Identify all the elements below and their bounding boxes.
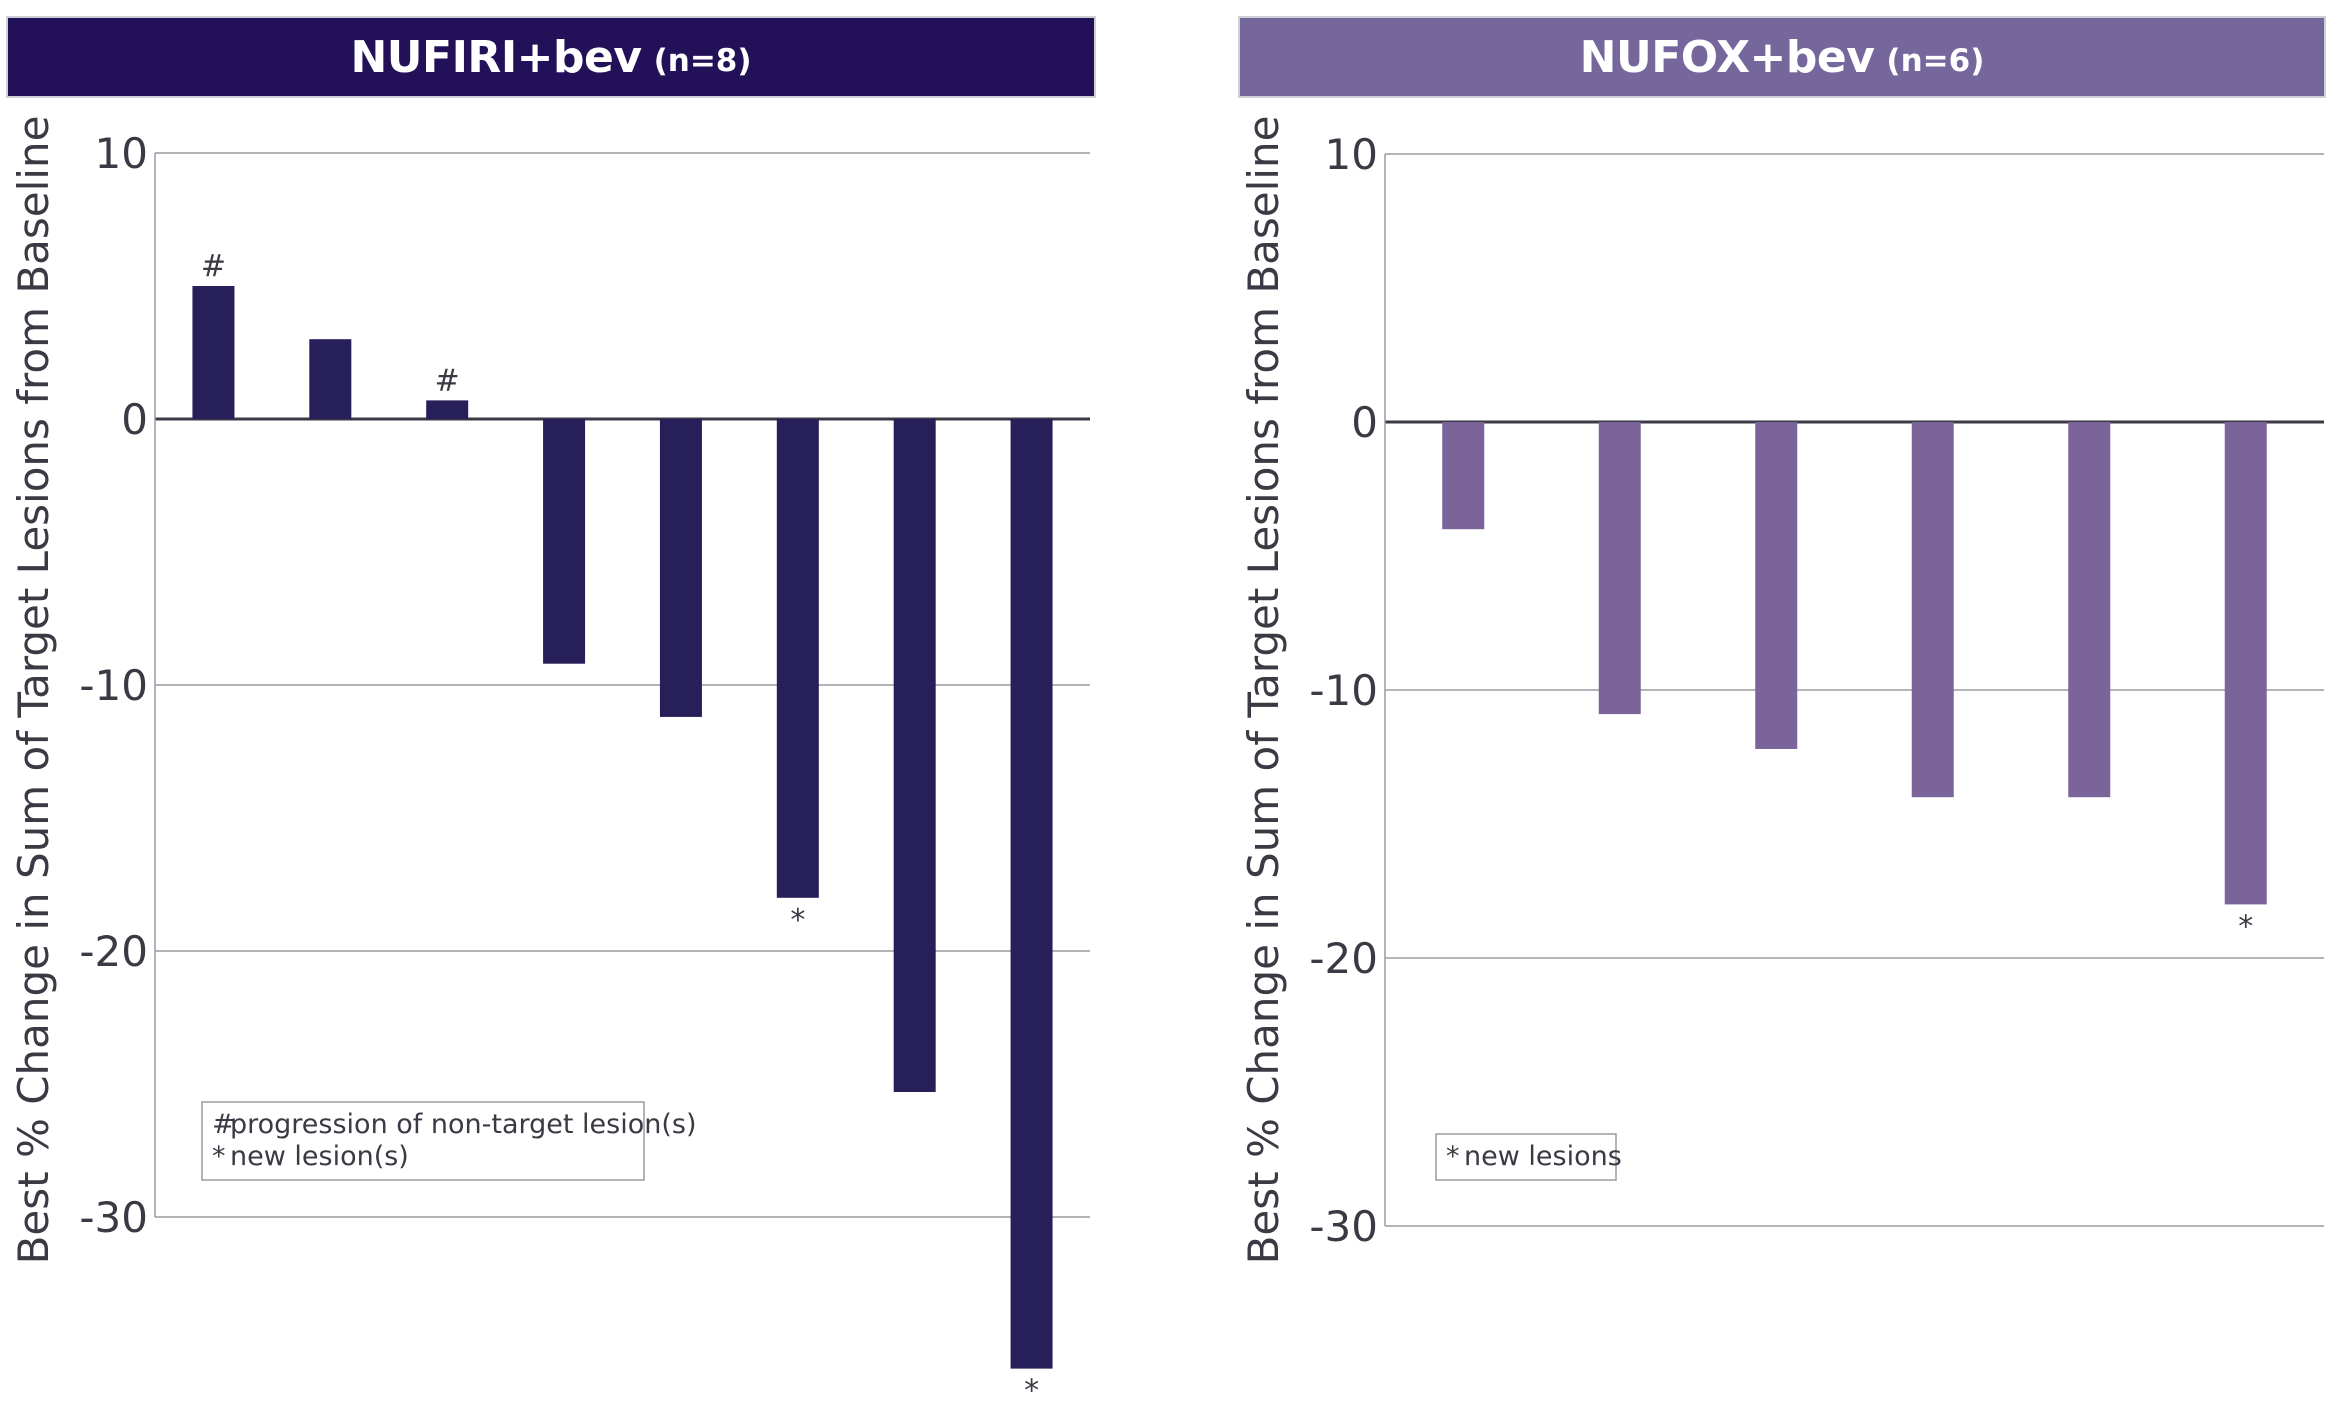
bar-marker: *	[790, 903, 805, 938]
bar	[1010, 419, 1053, 1369]
bar	[893, 419, 936, 1092]
panel-header: NUFOX+bev (n=6)	[1238, 16, 2326, 98]
bar	[1598, 422, 1641, 715]
bar	[543, 419, 586, 664]
legend-entry: progression of non-target lesion(s)	[230, 1109, 697, 1140]
bar-marker: #	[435, 363, 460, 398]
legend-symbol: *	[1446, 1141, 1460, 1172]
bar	[659, 419, 702, 717]
bar	[776, 419, 819, 898]
legend-symbol: #	[212, 1109, 235, 1140]
chart-panel-nufiri: NUFIRI+bev (n=8) 10 0 -10 -20 -30 Best % Chan…	[0, 0, 1160, 1404]
y-tick-label: -30	[79, 1193, 148, 1242]
panel-header: NUFIRI+bev (n=8)	[6, 16, 1096, 98]
chart-title: NUFIRI+bev	[350, 31, 642, 83]
y-tick-label: -10	[1309, 666, 1378, 715]
chart-subtitle: (n=6)	[1886, 43, 1985, 79]
legend-entry: new lesion(s)	[230, 1141, 409, 1172]
y-tick-label: -30	[1309, 1202, 1378, 1251]
y-tick-label: -20	[79, 927, 148, 976]
bar	[309, 339, 352, 419]
legend-box	[1435, 1133, 1617, 1181]
bar-marker: #	[201, 249, 226, 284]
y-tick-label: -10	[79, 661, 148, 710]
legend-box	[201, 1101, 645, 1181]
chart-title: NUFOX+bev	[1579, 31, 1875, 83]
y-axis-label: Best % Change in Sum of Target Lesions f…	[9, 116, 58, 1265]
bar-marker: *	[2238, 909, 2253, 944]
chart-panel-nufox: NUFOX+bev (n=6) 10 0 -10 -20 -30 Best % Chang…	[1160, 0, 2330, 1404]
bar-marker: *	[1024, 1374, 1039, 1404]
y-tick-label: -20	[1309, 934, 1378, 983]
bar	[1755, 422, 1798, 749]
bar	[2224, 422, 2267, 905]
y-tick-label: 0	[121, 395, 148, 444]
bar	[1442, 422, 1485, 530]
bar-chart-nufiri: 10 0 -10 -20 -30 Best % Change in Sum of Targ…	[9, 116, 1090, 1404]
legend-entry: new lesions	[1464, 1141, 1622, 1172]
chart-subtitle: (n=8)	[653, 43, 752, 79]
bar	[1911, 422, 1954, 798]
bar	[2068, 422, 2111, 798]
bar	[192, 286, 235, 419]
y-tick-label: 10	[95, 129, 148, 178]
y-tick-label: 10	[1325, 130, 1378, 179]
y-axis-label: Best % Change in Sum of Target Lesions f…	[1239, 116, 1288, 1265]
bar	[426, 400, 469, 419]
legend-symbol: *	[212, 1141, 226, 1172]
bar-chart-nufox: 10 0 -10 -20 -30 Best % Change in Sum of Targ…	[1239, 116, 2324, 1265]
y-tick-label: 0	[1351, 398, 1378, 447]
